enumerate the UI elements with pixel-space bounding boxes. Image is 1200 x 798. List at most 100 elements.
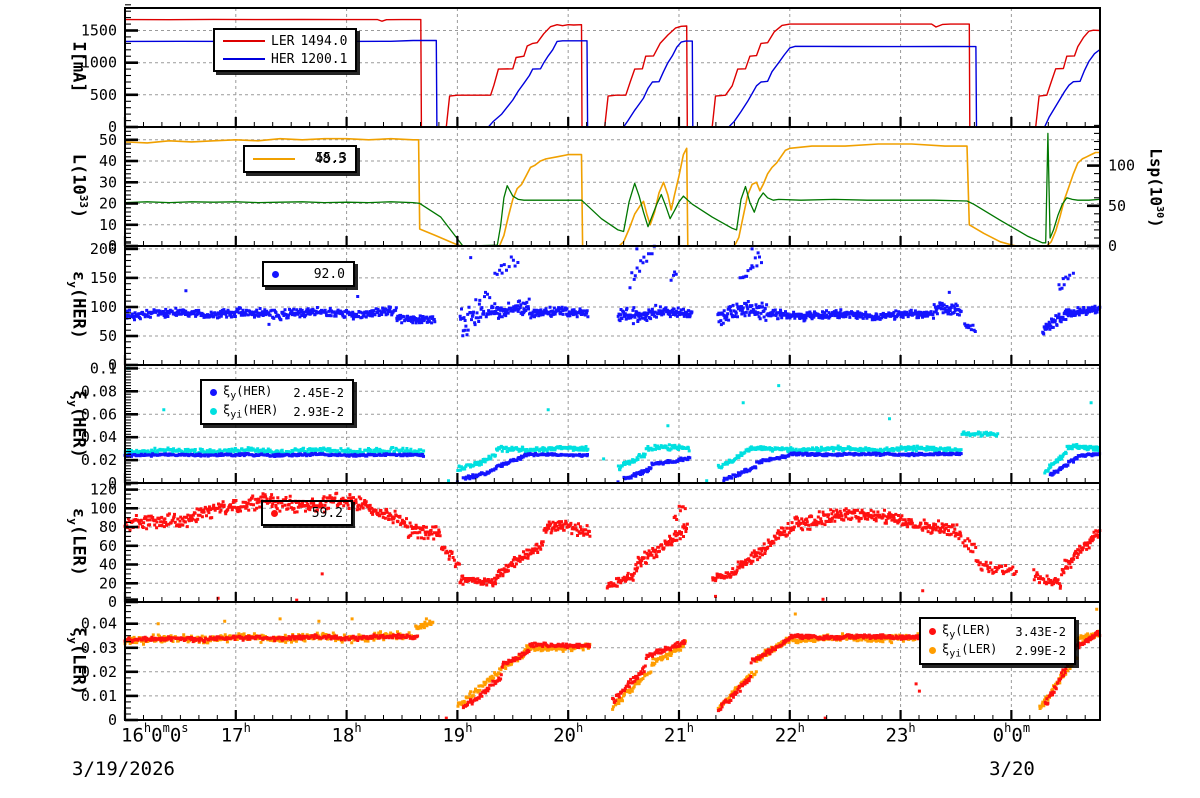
legend-value: 92.0: [313, 266, 345, 282]
luminosity-line-swatch: [253, 158, 295, 160]
x-tick-label: 16h0m0s: [121, 721, 189, 747]
y-tick-label: 150: [90, 269, 117, 287]
y-tick-label: 40: [99, 556, 117, 574]
series-LER: [124, 18, 1101, 128]
y-tick-label: 500: [90, 86, 117, 104]
series-HER: [124, 39, 1101, 128]
blue-dot-marker: [210, 389, 217, 396]
red-dot-marker: [929, 628, 936, 635]
y-axis-label-emittance-her: εy(HER): [65, 270, 89, 340]
legend-label: HER: [271, 51, 295, 67]
x-tick-label: 23h: [885, 721, 916, 747]
legend-label: ξyi(LER): [942, 641, 998, 660]
legend-entry-xiyi-ler: ξyi(LER) 2.99E-2: [929, 641, 1066, 660]
y-axis-label-current: I[mA]: [68, 41, 89, 93]
date-label-start: 3/19/2026: [72, 758, 175, 780]
legend-entry-her: HER 1200.1: [223, 50, 347, 68]
cyan-dot-marker: [210, 408, 217, 415]
y-tick-label: 0.1: [90, 359, 117, 377]
x-tick-label: 17h: [220, 721, 251, 747]
right-y-tick-label: 100: [1108, 157, 1135, 175]
y-axis-label-xi-her: ξy(HER): [65, 389, 89, 459]
y-tick-label: 0.02: [81, 663, 117, 681]
legend-entry-ler: LER 1494.0: [223, 32, 347, 50]
series-L: [124, 137, 1100, 247]
legend-entry-xiy-her: ξy(HER) 2.45E-2: [210, 383, 344, 402]
y-tick-label: 50: [99, 131, 117, 149]
legend-value: 55.3: [315, 151, 347, 166]
legend-xi-her: ξy(HER) 2.45E-2 ξyi(HER) 2.93E-2: [200, 379, 354, 425]
legend-beam-current: LER 1494.0 HER 1200.1: [213, 28, 357, 72]
red-dot-marker: [271, 509, 278, 517]
y-tick-label: 20: [99, 195, 117, 213]
y-tick-label: 0.01: [81, 687, 117, 705]
y-tick-label: 1500: [81, 22, 117, 40]
panel-emittance-her: 0 50 100 150 200: [90, 240, 1102, 374]
x-tick-label: 18h: [331, 721, 362, 747]
legend-value: 2.99E-2: [1015, 643, 1066, 658]
y-tick-label: 0.06: [81, 405, 117, 423]
legend-value: 2.45E-2: [293, 385, 344, 400]
y-tick-label: 100: [90, 298, 117, 316]
legend-entry: 92.0: [272, 265, 345, 283]
legend-label: LER: [271, 33, 295, 49]
y-tick-label: 0.04: [81, 615, 117, 633]
y-tick-label: 200: [90, 240, 117, 258]
y-tick-label: 0.02: [81, 451, 117, 469]
y-tick-label: 0: [108, 474, 117, 492]
y-tick-label: 100: [90, 499, 117, 517]
series-xiy-LER: [123, 630, 1102, 720]
x-tick-label: 22h: [774, 721, 805, 747]
y-tick-label: 80: [99, 518, 117, 536]
y-tick-label: 120: [90, 481, 117, 499]
y-tick-label: 0: [108, 118, 117, 136]
y-axis-label-xi-ler: ξy(LER): [65, 626, 89, 696]
right-y-tick-label: 50: [1108, 197, 1126, 215]
y-tick-label: 0: [108, 593, 117, 611]
series-Lsp: [124, 132, 1101, 247]
legend-label: ξy(HER): [223, 383, 273, 402]
legend-entry-luminosity: 55.3 48.5: [253, 150, 347, 169]
y-tick-label: 1000: [81, 54, 117, 72]
y-tick-label: 0.08: [81, 382, 117, 400]
y-tick-label: 50: [99, 327, 117, 345]
date-label-midnight: 3/20: [989, 758, 1035, 780]
y-tick-label: 0: [108, 711, 117, 729]
y-tick-label: 0: [108, 237, 117, 255]
legend-label: ξy(LER): [942, 622, 992, 641]
y-tick-label: 30: [99, 173, 117, 191]
legend-entry-xiyi-her: ξyi(HER) 2.93E-2: [210, 402, 344, 421]
y-axis-label-luminosity: L(1033): [68, 153, 91, 219]
y-tick-label: 40: [99, 152, 117, 170]
legend-label: ξyi(HER): [223, 402, 279, 421]
legend-xi-ler: ξy(LER) 3.43E-2 ξyi(LER) 2.99E-2: [919, 617, 1076, 665]
legend-entry-xiy-ler: ξy(LER) 3.43E-2: [929, 622, 1066, 641]
series-ey-HER: [124, 244, 1102, 338]
y-axis-label-specific-luminosity: Lsp(1030): [1146, 148, 1166, 228]
x-tick-label: 21h: [663, 721, 695, 747]
legend-value: 1200.1: [300, 51, 348, 67]
blue-dot-marker: [272, 270, 279, 278]
x-tick-label: 0h0m: [992, 721, 1031, 747]
legend-value: 3.43E-2: [1015, 624, 1066, 639]
orange-dot-marker: [929, 647, 936, 654]
series-ey-LER: [123, 491, 1102, 602]
overlapping-values: 55.3 48.5: [305, 151, 347, 167]
legend-value: 59.2: [311, 505, 343, 521]
right-y-tick-label: 0: [1108, 237, 1117, 255]
legend-value: 48.5: [314, 152, 346, 167]
legend-entry: 59.2: [271, 504, 343, 522]
legend-value: 2.93E-2: [293, 404, 344, 419]
legend-emittance-her: 92.0: [262, 261, 355, 287]
y-tick-label: 0: [108, 356, 117, 374]
y-tick-label: 20: [99, 574, 117, 592]
x-tick-label: 19h: [442, 721, 473, 747]
y-tick-label: 0.03: [81, 639, 117, 657]
y-axis-label-emittance-ler: εy(LER): [65, 507, 89, 577]
y-tick-label: 10: [99, 216, 117, 234]
series-xiy-HER: [123, 451, 1102, 484]
panel-luminosity: 0 10 20 30 40 50 0 50 100: [99, 124, 1135, 255]
